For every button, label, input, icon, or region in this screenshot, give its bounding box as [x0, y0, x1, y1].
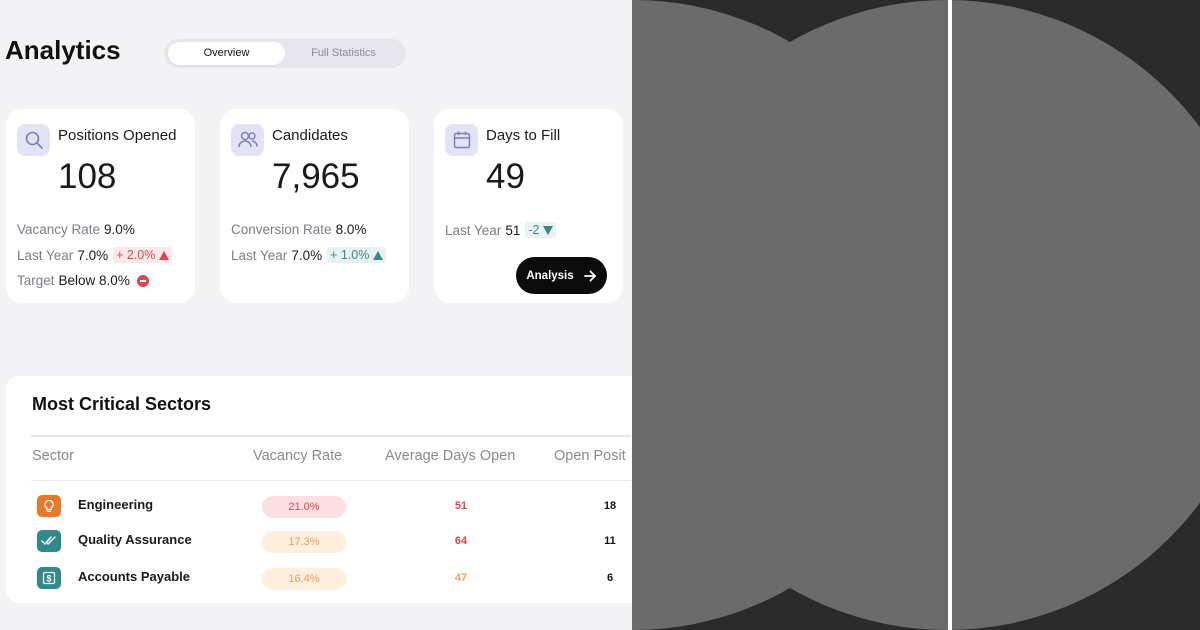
table-row[interactable]: $ Accounts Payable 16.4% 47 6	[6, 566, 632, 592]
average-days-open: 51	[454, 500, 468, 512]
target-value: Below 8.0%	[58, 273, 130, 288]
last-year-value: 7.0%	[77, 247, 109, 263]
column-header-open-positions[interactable]: Open Posit	[554, 448, 626, 464]
change-value: + 2.0%	[116, 248, 156, 262]
dollar-icon: $	[37, 567, 61, 589]
last-year-label: Last Year	[231, 247, 288, 263]
change-badge: -2	[525, 222, 557, 238]
arrow-down-icon	[543, 225, 554, 235]
open-positions: 11	[604, 535, 616, 547]
lightbulb-icon	[37, 495, 61, 517]
change-value: + 1.0%	[330, 248, 370, 262]
sector-name: Accounts Payable	[78, 569, 190, 584]
analytics-dashboard: Analytics Overview Full Statistics Posit…	[0, 0, 632, 630]
svg-text:$: $	[46, 574, 51, 584]
critical-sectors-panel: Most Critical Sectors Sector Vacancy Rat…	[6, 376, 632, 603]
card-title: Candidates	[272, 127, 348, 144]
decorative-half-circle	[632, 0, 1200, 630]
tab-overview[interactable]: Overview	[168, 42, 285, 65]
last-year-label: Last Year	[17, 247, 74, 263]
last-year-line: Last Year 51 -2	[445, 222, 557, 238]
conversion-rate-line: Conversion Rate 8.0%	[231, 222, 366, 237]
last-year-label: Last Year	[445, 222, 502, 238]
vacancy-rate-pill: 16.4%	[262, 568, 346, 590]
decorative-graphic-panel	[632, 0, 1200, 630]
check-double-icon	[37, 530, 61, 552]
vacancy-rate-label: Vacancy Rate	[17, 222, 101, 237]
change-value: -2	[528, 223, 540, 237]
search-icon	[17, 124, 50, 156]
open-positions: 18	[603, 500, 617, 512]
stop-icon	[136, 274, 149, 287]
analysis-button-label: Analysis	[526, 269, 574, 282]
target-label: Target	[17, 273, 55, 288]
card-title: Days to Fill	[486, 127, 561, 144]
card-value: 7,965	[272, 157, 360, 196]
users-icon	[231, 124, 264, 156]
last-year-value: 7.0%	[291, 247, 323, 263]
vacancy-rate-pill: 17.3%	[262, 531, 346, 553]
white-divider-line	[948, 0, 952, 630]
arrow-right-icon	[583, 270, 596, 281]
calendar-icon	[445, 124, 478, 156]
sector-name: Quality Assurance	[78, 532, 192, 547]
average-days-open: 64	[454, 535, 468, 547]
average-days-open: 47	[454, 572, 468, 584]
divider	[31, 480, 631, 481]
panel-title: Most Critical Sectors	[32, 394, 212, 414]
days-to-fill-card: Days to Fill 49 Last Year 51 -2 Analysis	[434, 109, 623, 303]
last-year-line: Last Year 7.0% + 1.0%	[231, 247, 387, 263]
positions-opened-card: Positions Opened 108 Vacancy Rate 9.0% L…	[6, 109, 195, 303]
table-row[interactable]: Quality Assurance 17.3% 64 11	[6, 529, 632, 555]
column-header-average-days-open[interactable]: Average Days Open	[385, 448, 516, 464]
card-value: 49	[486, 157, 525, 196]
change-badge: + 2.0%	[113, 247, 173, 263]
column-header-sector[interactable]: Sector	[32, 448, 74, 464]
card-title: Positions Opened	[58, 127, 177, 144]
open-positions: 6	[606, 572, 614, 584]
vacancy-rate-pill: 21.0%	[262, 496, 346, 518]
conversion-rate-label: Conversion Rate	[231, 222, 332, 237]
table-row[interactable]: Engineering 21.0% 51 18	[6, 494, 632, 520]
last-year-line: Last Year 7.0% + 2.0%	[17, 247, 173, 263]
analysis-button[interactable]: Analysis	[516, 257, 607, 294]
card-value: 108	[58, 157, 117, 196]
arrow-up-icon	[373, 250, 384, 260]
arrow-up-icon	[159, 250, 170, 260]
conversion-rate-value: 8.0%	[335, 222, 367, 237]
view-toggle: Overview Full Statistics	[164, 39, 406, 68]
divider	[31, 435, 631, 437]
vacancy-rate-value: 9.0%	[104, 222, 135, 237]
page-title: Analytics	[5, 35, 121, 65]
vacancy-rate-line: Vacancy Rate 9.0%	[17, 222, 135, 237]
candidates-card: Candidates 7,965 Conversion Rate 8.0% La…	[220, 109, 409, 303]
column-header-vacancy-rate[interactable]: Vacancy Rate	[253, 448, 343, 464]
tab-full-statistics[interactable]: Full Statistics	[311, 47, 376, 59]
sector-name: Engineering	[78, 497, 154, 512]
change-badge: + 1.0%	[327, 247, 387, 263]
target-line: Target Below 8.0%	[17, 273, 149, 288]
last-year-value: 51	[505, 222, 521, 238]
